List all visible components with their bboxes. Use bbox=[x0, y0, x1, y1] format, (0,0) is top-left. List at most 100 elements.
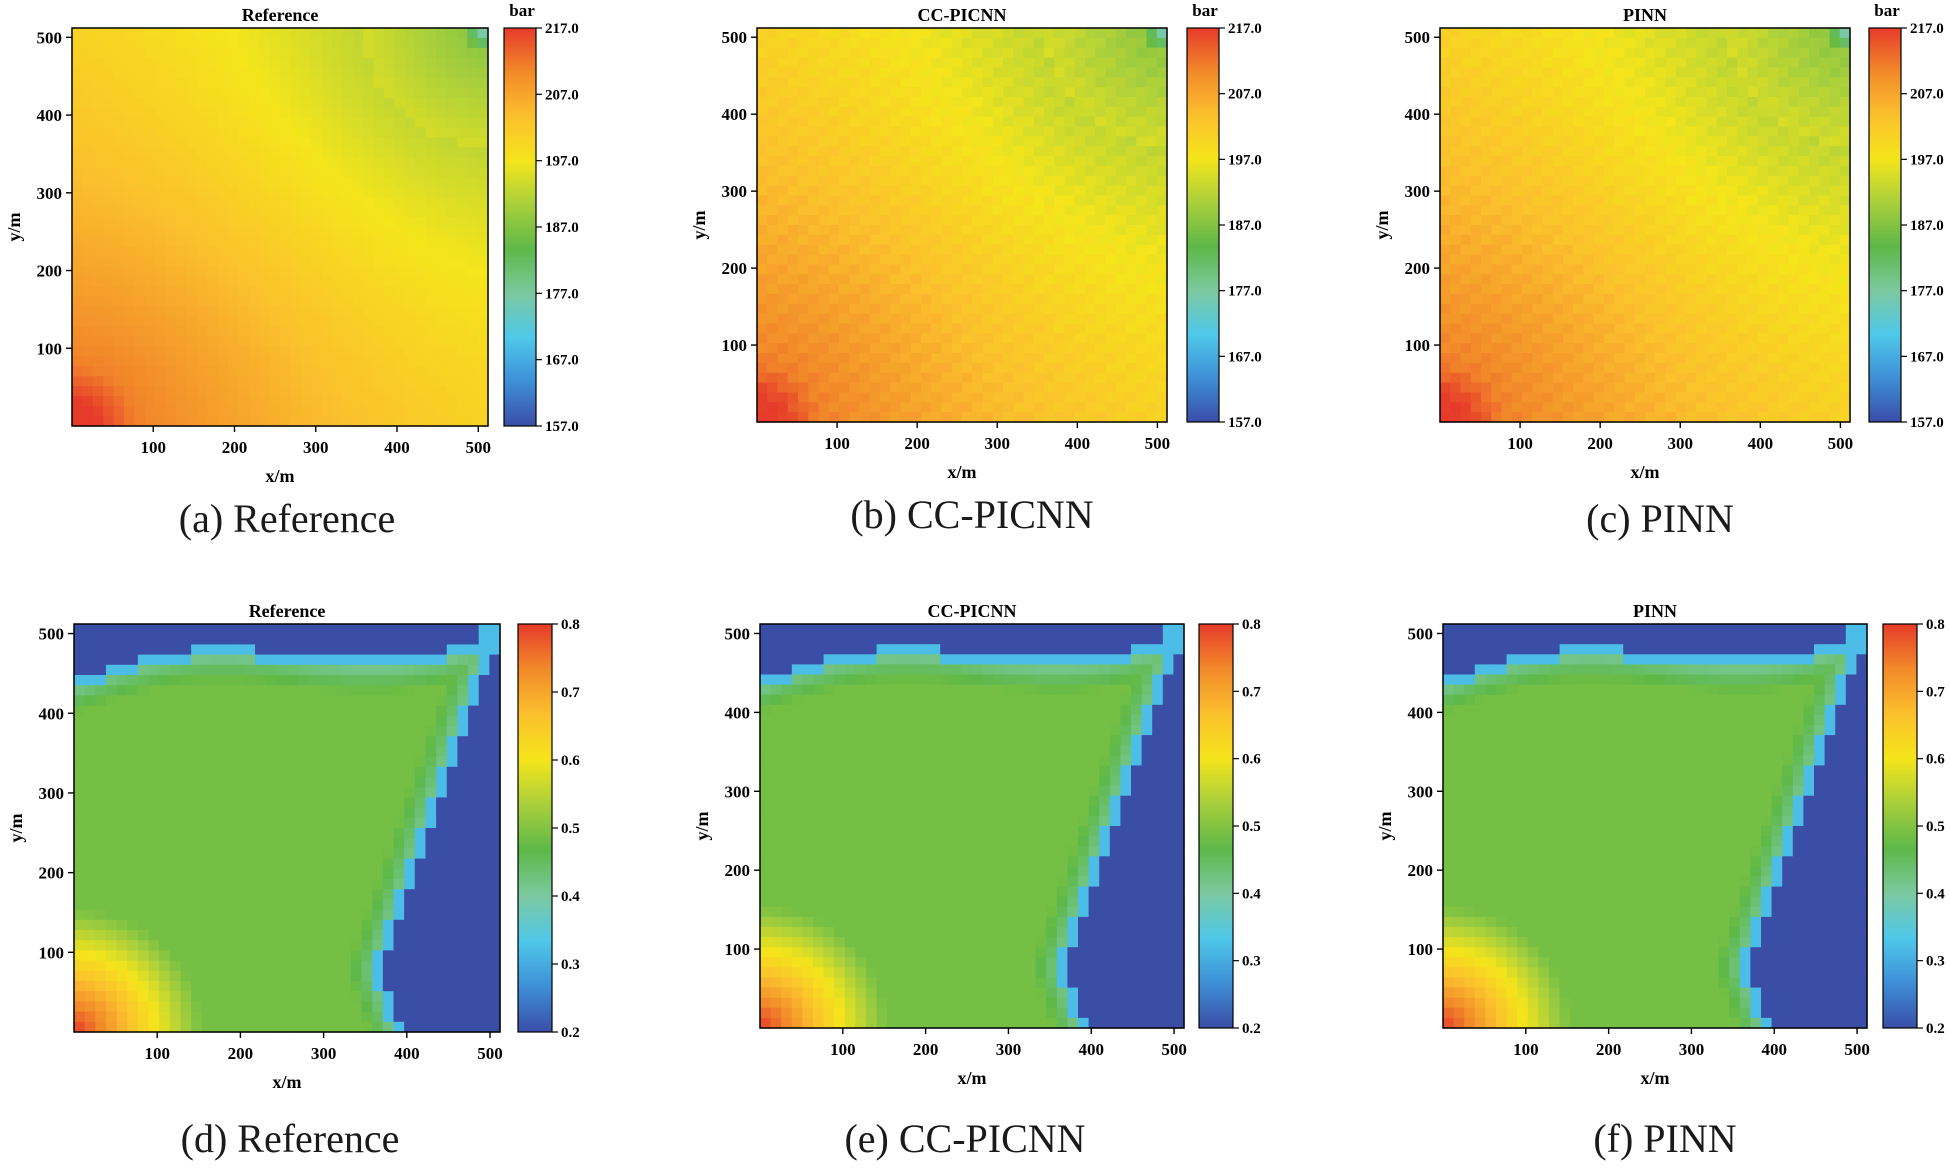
heatmap-cell bbox=[321, 87, 333, 99]
y-tick-label: 400 bbox=[37, 106, 63, 125]
heatmap-cell bbox=[1136, 392, 1148, 403]
heatmap-cell bbox=[828, 116, 840, 128]
heatmap-cell bbox=[1095, 28, 1107, 39]
heatmap-cell bbox=[124, 107, 135, 119]
heatmap-cell bbox=[1737, 412, 1749, 423]
heatmap-cell bbox=[1023, 254, 1035, 265]
heatmap-cell bbox=[1696, 28, 1708, 39]
heatmap-cell bbox=[1645, 195, 1656, 206]
heatmap-cell bbox=[103, 217, 115, 228]
heatmap-cell bbox=[1563, 205, 1574, 216]
heatmap-cell bbox=[921, 343, 932, 354]
heatmap-cell bbox=[1095, 254, 1107, 265]
heatmap-cell bbox=[1778, 412, 1790, 423]
heatmap-cell bbox=[196, 336, 208, 347]
heatmap-cell bbox=[259, 117, 271, 129]
heatmap-cell bbox=[869, 362, 881, 374]
heatmap-cell bbox=[1737, 313, 1749, 325]
heatmap-cell bbox=[1064, 57, 1076, 68]
heatmap-cell bbox=[1003, 28, 1014, 39]
heatmap-cell bbox=[446, 207, 458, 218]
heatmap-cell bbox=[248, 396, 260, 407]
heatmap-cell bbox=[859, 382, 871, 394]
heatmap-cell bbox=[321, 416, 333, 427]
heatmap-cell bbox=[1156, 175, 1168, 187]
heatmap-cell bbox=[290, 306, 302, 318]
heatmap-cell bbox=[1085, 293, 1096, 305]
heatmap-cell bbox=[352, 127, 364, 139]
heatmap-cell bbox=[839, 28, 850, 39]
heatmap-cell bbox=[1146, 313, 1158, 325]
y-tick-label: 200 bbox=[1405, 259, 1431, 278]
heatmap-cell bbox=[228, 107, 239, 119]
heatmap-cell bbox=[311, 137, 323, 148]
heatmap-cell bbox=[1768, 412, 1779, 423]
heatmap-cell bbox=[1665, 392, 1677, 403]
heatmap-cell bbox=[1532, 412, 1544, 423]
heatmap-cell bbox=[144, 127, 156, 139]
heatmap-cell bbox=[238, 326, 250, 338]
heatmap-cell bbox=[72, 227, 83, 238]
heatmap-cell bbox=[238, 57, 250, 69]
heatmap-cell bbox=[1757, 215, 1769, 226]
heatmap-cell bbox=[124, 306, 135, 318]
heatmap-cell bbox=[456, 316, 468, 328]
heatmap-cell bbox=[1614, 57, 1626, 68]
heatmap-cell bbox=[1788, 57, 1800, 68]
heatmap-cell bbox=[425, 236, 437, 248]
heatmap-cell bbox=[404, 326, 416, 338]
heatmap-cell bbox=[818, 234, 830, 246]
heatmap-cell bbox=[1552, 57, 1564, 68]
heatmap-cell bbox=[1604, 244, 1615, 256]
heatmap-cell bbox=[880, 234, 891, 246]
heatmap-cell bbox=[921, 303, 932, 315]
heatmap-cell bbox=[1747, 126, 1759, 137]
heatmap-cell bbox=[1573, 146, 1585, 157]
heatmap-cell bbox=[1085, 146, 1096, 157]
heatmap-cell bbox=[1105, 165, 1117, 177]
heatmap-cell bbox=[1542, 67, 1554, 78]
heatmap-cell bbox=[1136, 57, 1148, 68]
heatmap-cell bbox=[1481, 28, 1492, 39]
heatmap-cell bbox=[1440, 284, 1451, 295]
heatmap-cell bbox=[787, 57, 799, 68]
heatmap-cell bbox=[1054, 362, 1066, 374]
heatmap-cell bbox=[1064, 412, 1076, 423]
heatmap-cell bbox=[1501, 402, 1513, 413]
heatmap-cell bbox=[931, 57, 943, 68]
heatmap-cell bbox=[900, 175, 912, 187]
heatmap-cell bbox=[1501, 126, 1513, 137]
heatmap-cell bbox=[280, 227, 291, 238]
heatmap-cell bbox=[425, 376, 437, 387]
heatmap-cell bbox=[176, 286, 187, 298]
heatmap-cell bbox=[1044, 244, 1055, 256]
heatmap-cell bbox=[456, 386, 468, 397]
heatmap-cell bbox=[352, 296, 364, 308]
heatmap-cell bbox=[1013, 185, 1025, 197]
heatmap-cell bbox=[818, 225, 830, 236]
heatmap-cell bbox=[1085, 244, 1096, 256]
heatmap-cell bbox=[890, 116, 902, 128]
heatmap-cell bbox=[1778, 333, 1790, 344]
heatmap-cell bbox=[1522, 136, 1533, 147]
heatmap-cell bbox=[1583, 293, 1595, 305]
heatmap-cell bbox=[1054, 293, 1066, 305]
heatmap-cell bbox=[1085, 126, 1096, 137]
heatmap-cell bbox=[1809, 323, 1820, 334]
heatmap-cell bbox=[280, 256, 291, 268]
heatmap-cell bbox=[1146, 195, 1158, 206]
heatmap-cell bbox=[165, 227, 177, 238]
heatmap-cell bbox=[1074, 264, 1086, 275]
heatmap-cell bbox=[124, 167, 135, 178]
heatmap-cell bbox=[1126, 136, 1137, 147]
heatmap-cell bbox=[1146, 382, 1158, 394]
heatmap-cell bbox=[352, 306, 364, 318]
heatmap-cell bbox=[384, 286, 395, 298]
heatmap-cell bbox=[300, 37, 312, 49]
heatmap-cell bbox=[1481, 284, 1492, 295]
heatmap-cell bbox=[1481, 264, 1492, 275]
heatmap-cell bbox=[1450, 67, 1462, 78]
heatmap-cell bbox=[165, 416, 177, 427]
heatmap-cell bbox=[72, 127, 83, 139]
heatmap-cell bbox=[880, 28, 891, 39]
